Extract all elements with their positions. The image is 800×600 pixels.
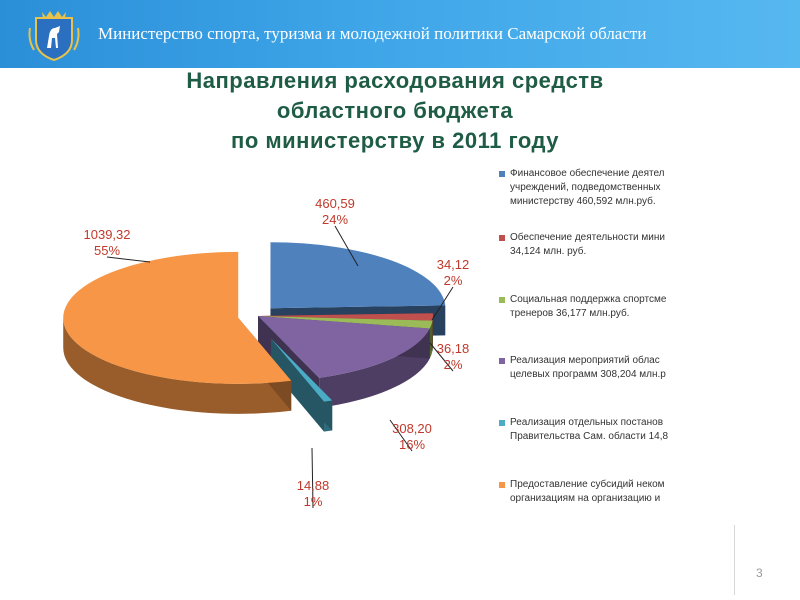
data-label-value: 1039,32 <box>84 227 131 242</box>
pie-slice <box>258 313 433 321</box>
data-label-percent: 2% <box>444 357 463 372</box>
legend-swatch <box>499 358 505 364</box>
pie-slice <box>270 242 446 309</box>
pie-slices: 460,5924%34,122%36,182%308,2016%14,881%1… <box>63 196 469 509</box>
chart-legend: Финансовое обеспечение деятел учреждений,… <box>496 167 693 513</box>
data-label-percent: 16% <box>399 437 425 452</box>
data-label-value: 308,20 <box>392 421 432 436</box>
data-label-leader <box>334 225 359 267</box>
legend-label: Предоставление субсидий неком организация… <box>510 478 693 506</box>
organization-name: Министерство спорта, туризма и молодежно… <box>98 24 647 43</box>
legend-label: Обеспечение деятельности мини 34,124 млн.… <box>510 231 693 259</box>
pie-slice <box>63 251 292 384</box>
title-line: по министерству в 2011 году <box>231 128 559 153</box>
data-label-leader <box>431 286 454 321</box>
page-number: 3 <box>756 566 763 580</box>
legend-swatch <box>499 235 505 241</box>
legend-label: Реализация мероприятий облас целевых прог… <box>510 354 693 382</box>
data-label-value: 36,18 <box>437 341 470 356</box>
legend-swatch <box>499 171 505 177</box>
legend-label-line: 34,124 млн. руб. <box>510 246 587 257</box>
data-label-leader <box>389 419 413 452</box>
legend-label-line: Реализация мероприятий облас <box>510 355 660 366</box>
data-label-leader <box>106 256 151 263</box>
header-banner: Министерство спорта, туризма и молодежно… <box>0 0 800 68</box>
pie-slice <box>258 316 433 329</box>
data-label-leader <box>311 447 314 509</box>
data-label-percent: 1% <box>304 494 323 509</box>
slide-title: Направления расходования средств областн… <box>0 66 790 156</box>
legend-swatch <box>499 482 505 488</box>
samara-coat-of-arms-icon <box>28 11 80 62</box>
pie-slice-side <box>319 328 430 408</box>
data-label-value: 14,88 <box>297 478 330 493</box>
legend-swatch <box>499 420 505 426</box>
pie-slice <box>271 338 333 402</box>
legend-label: Реализация отдельных постанов Правительст… <box>510 416 693 444</box>
legend-label-line: Предоставление субсидий неком <box>510 479 665 490</box>
data-label-percent: 55% <box>94 243 120 258</box>
pie-slice <box>258 316 430 378</box>
legend-label-line: Обеспечение деятельности мини <box>510 232 665 243</box>
pie-slice-edge <box>271 338 325 432</box>
legend-swatch <box>499 297 505 303</box>
legend-label-line: Правительства Сам. области 14,8 <box>510 431 669 442</box>
divider <box>734 525 735 595</box>
legend-label-line: организациям на организацию и <box>510 493 661 504</box>
legend-label-line: учреждений, подведомственных <box>510 182 661 193</box>
legend-label: Социальная поддержка спортсме тренеров 36… <box>510 293 693 321</box>
data-label-value: 34,12 <box>437 257 470 272</box>
legend-label-line: Финансовое обеспечение деятел <box>510 168 665 179</box>
legend-label-line: целевых программ 308,204 млн.р <box>510 369 666 380</box>
title-line: областного бюджета <box>276 98 514 123</box>
pie-slice-side <box>63 317 292 414</box>
legend-label: Финансовое обеспечение деятел учреждений,… <box>510 167 693 209</box>
title-line: Направления расходования средств <box>186 68 604 93</box>
data-label-value: 460,59 <box>315 196 355 211</box>
legend-label-line: Социальная поддержка спортсме <box>510 294 667 305</box>
data-label-percent: 2% <box>444 273 463 288</box>
data-label-percent: 24% <box>322 212 348 227</box>
legend-label-line: тренеров 36,177 млн.руб. <box>510 308 630 319</box>
legend-label-line: министерству 460,592 млн.руб. <box>510 196 656 207</box>
data-label-leader <box>429 342 454 372</box>
legend-label-line: Реализация отдельных постанов <box>510 417 664 428</box>
pie-chart: 460,5924%34,122%36,182%308,2016%14,881%1… <box>63 196 469 509</box>
